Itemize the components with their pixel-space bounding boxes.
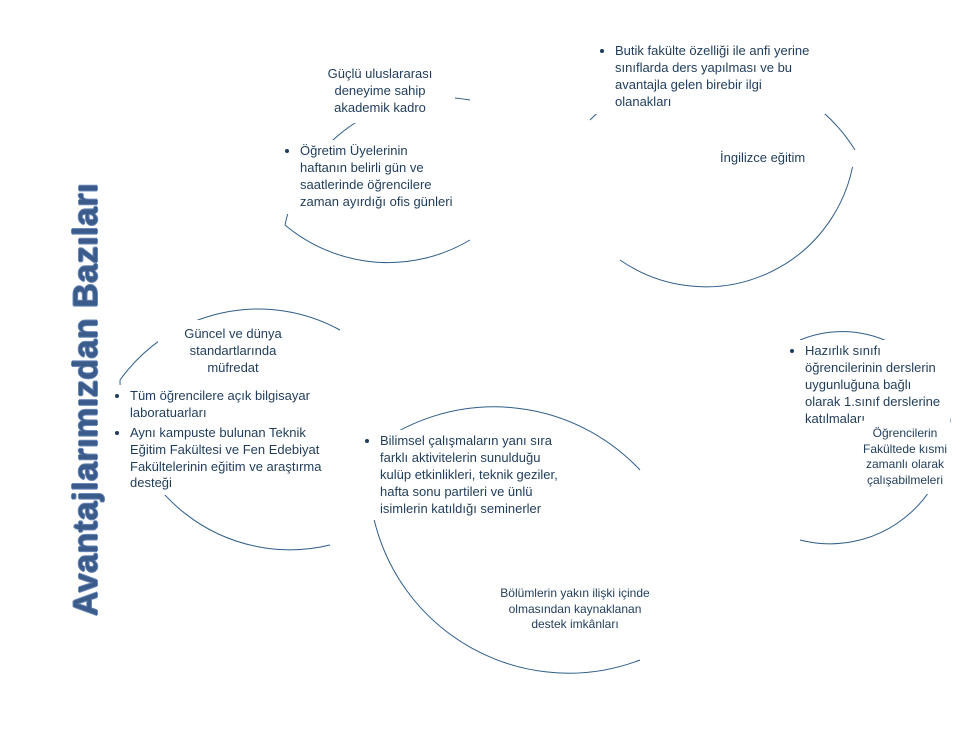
- node-hazirlik: Hazırlık sınıfı öğrencilerinin derslerin…: [785, 340, 950, 430]
- node-label: Öğrencilerin Fakültede kısmi zamanlı ola…: [850, 420, 960, 494]
- page-title-vertical: Avantajlarımızdan Bazıları: [67, 183, 106, 616]
- bullet: Bilimsel çalışmaların yanı sıra farklı a…: [380, 433, 574, 517]
- bullet: Tüm öğrencilere açık bilgisayar laboratu…: [130, 388, 334, 422]
- node-ofis-gunleri: Öğretim Üyelerinin haftanın belirli gün …: [280, 140, 460, 214]
- node-label: Bölümlerin yakın ilişki içinde olmasında…: [490, 580, 660, 639]
- node-kismi-zamanli: Öğrencilerin Fakültede kısmi zamanlı ola…: [850, 420, 960, 494]
- bullet: Hazırlık sınıfı öğrencilerinin derslerin…: [805, 343, 944, 427]
- bullet: Öğretim Üyelerinin haftanın belirli gün …: [300, 143, 454, 211]
- node-lab-destek: Tüm öğrencilere açık bilgisayar laboratu…: [110, 385, 340, 495]
- node-label: Güçlü uluslararası deneyime sahip akadem…: [305, 60, 455, 123]
- bullet: Butik fakülte özelliği ile anfi yerine s…: [615, 43, 819, 111]
- node-label: Güncel ve dünya standartlarında müfredat: [158, 320, 308, 383]
- node-label: İngilizce eğitim: [720, 150, 805, 165]
- node-ingilizce-egitim: İngilizce eğitim: [720, 150, 860, 167]
- bullet: Aynı kampuste bulunan Teknik Eğitim Fakü…: [130, 425, 334, 493]
- node-butik-fakulte: Butik fakülte özelliği ile anfi yerine s…: [595, 40, 825, 114]
- node-bolumler-destek: Bölümlerin yakın ilişki içinde olmasında…: [490, 580, 660, 639]
- node-guclu-kadro: Güçlü uluslararası deneyime sahip akadem…: [305, 60, 455, 123]
- node-guncel-mufredat: Güncel ve dünya standartlarında müfredat: [158, 320, 308, 383]
- node-bilimsel-etkinlik: Bilimsel çalışmaların yanı sıra farklı a…: [360, 430, 580, 520]
